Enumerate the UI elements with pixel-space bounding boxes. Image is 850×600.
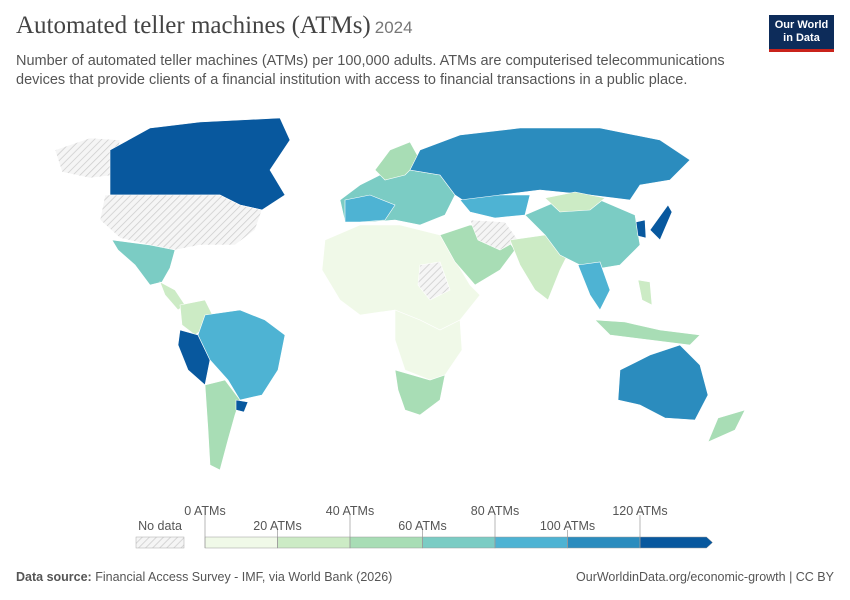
legend-bin <box>277 536 351 549</box>
korea <box>635 219 647 239</box>
legend-tick-label: 120 ATMs <box>612 504 667 518</box>
iran-afg <box>469 219 519 251</box>
mongolia <box>544 191 606 213</box>
legend: No data 0 ATMs 20 ATMs 40 ATMs 60 ATMs 80 AT… <box>135 504 713 549</box>
africa-nodata <box>417 261 451 301</box>
legend-tick-label: 40 ATMs <box>326 504 374 518</box>
subtitle: Number of automated teller machines (ATM… <box>16 53 725 88</box>
legend-bin <box>422 536 496 549</box>
legend-bin <box>494 536 568 549</box>
logo[interactable]: Our World in Data <box>769 15 834 52</box>
japan <box>649 204 673 241</box>
se-asia <box>577 261 611 311</box>
no-data-swatch <box>135 536 185 549</box>
mexico <box>111 239 176 286</box>
africa-central <box>394 309 463 381</box>
new-zealand <box>707 409 746 443</box>
legend-tick-label: 20 ATMs <box>253 519 301 533</box>
legend-tick-label: 80 ATMs <box>471 504 519 518</box>
legend-bin <box>639 536 713 549</box>
source: Data source: Financial Access Survey - I… <box>16 570 392 584</box>
southern-africa <box>394 369 446 416</box>
brazil <box>197 309 286 401</box>
legend-bin <box>567 536 641 549</box>
legend-bin <box>204 536 278 549</box>
source-text: Financial Access Survey - IMF, via World… <box>95 570 393 584</box>
logo-line: Our World <box>774 19 829 31</box>
legend-tick-label: 60 ATMs <box>398 519 446 533</box>
no-data-label: No data <box>138 519 182 533</box>
indonesia <box>594 319 701 346</box>
source-label: Data source: <box>16 570 92 584</box>
title: Automated teller machines (ATMs) 2024 <box>16 12 413 40</box>
logo-line: in Data <box>783 32 820 44</box>
countries <box>54 117 746 471</box>
footer-link[interactable]: OurWorldinData.org/economic-growth | CC … <box>576 570 834 584</box>
legend-tick-label: 100 ATMs <box>540 519 595 533</box>
legend-bin <box>349 536 423 549</box>
argentina <box>204 379 241 471</box>
europe-west <box>344 194 396 223</box>
legend-tick-label: 0 ATMs <box>184 504 225 518</box>
year: 2024 <box>374 18 413 37</box>
philippines <box>637 279 653 306</box>
kazakhstan <box>459 194 531 219</box>
title-text: Automated teller machines (ATMs) <box>16 12 371 39</box>
uruguay <box>235 399 249 413</box>
australia <box>617 344 709 421</box>
usa <box>99 194 263 251</box>
